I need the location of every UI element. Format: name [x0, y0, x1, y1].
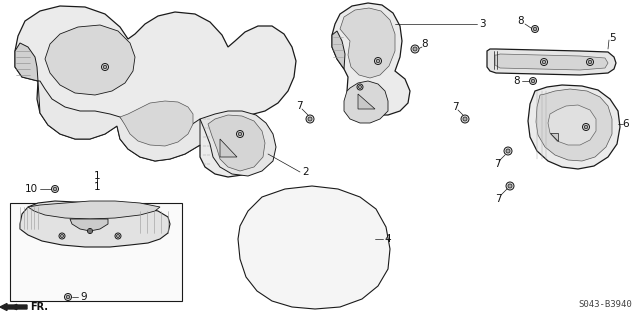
Polygon shape: [120, 101, 193, 146]
Polygon shape: [220, 139, 237, 157]
Circle shape: [116, 234, 120, 238]
Polygon shape: [340, 8, 395, 78]
Circle shape: [51, 186, 58, 192]
Text: 10: 10: [25, 184, 38, 194]
Text: 6: 6: [623, 119, 629, 129]
Text: FR.: FR.: [30, 302, 48, 312]
Circle shape: [89, 230, 92, 232]
Circle shape: [308, 117, 312, 121]
Polygon shape: [200, 111, 276, 176]
Circle shape: [461, 115, 469, 123]
Circle shape: [374, 57, 381, 64]
Circle shape: [237, 130, 243, 137]
Circle shape: [115, 233, 121, 239]
Text: 1: 1: [93, 182, 100, 192]
Circle shape: [584, 125, 588, 129]
Circle shape: [59, 233, 65, 239]
Text: 2: 2: [303, 167, 309, 177]
Polygon shape: [487, 49, 616, 75]
Text: 8: 8: [422, 39, 428, 49]
Polygon shape: [15, 6, 296, 177]
Text: 7: 7: [495, 194, 501, 204]
Circle shape: [529, 78, 536, 85]
Circle shape: [582, 123, 589, 130]
Circle shape: [306, 115, 314, 123]
Circle shape: [533, 27, 537, 31]
Polygon shape: [20, 201, 170, 247]
Circle shape: [53, 187, 57, 191]
Text: 5: 5: [609, 33, 615, 43]
Circle shape: [102, 63, 109, 70]
Text: 8: 8: [518, 16, 524, 26]
Circle shape: [413, 47, 417, 51]
Text: 7: 7: [493, 159, 500, 169]
Polygon shape: [45, 25, 135, 95]
Circle shape: [411, 45, 419, 53]
Polygon shape: [332, 31, 345, 69]
FancyArrow shape: [0, 303, 27, 310]
Circle shape: [67, 295, 70, 299]
Circle shape: [463, 117, 467, 121]
Circle shape: [506, 149, 510, 153]
Polygon shape: [550, 133, 558, 141]
Polygon shape: [28, 201, 160, 219]
Polygon shape: [536, 89, 612, 161]
Circle shape: [506, 182, 514, 190]
Polygon shape: [528, 85, 620, 169]
Circle shape: [588, 60, 592, 64]
Text: 3: 3: [479, 19, 485, 29]
Circle shape: [103, 65, 107, 69]
Circle shape: [531, 79, 535, 83]
Circle shape: [531, 26, 538, 33]
Text: 8: 8: [513, 76, 520, 86]
Polygon shape: [38, 81, 200, 161]
Polygon shape: [238, 186, 390, 309]
Polygon shape: [344, 81, 388, 123]
Circle shape: [88, 228, 93, 234]
Circle shape: [65, 293, 72, 300]
Circle shape: [508, 184, 512, 188]
Polygon shape: [15, 43, 38, 81]
Text: S043-B3940: S043-B3940: [579, 300, 632, 309]
Text: 9: 9: [80, 292, 86, 302]
Circle shape: [541, 58, 547, 65]
Circle shape: [376, 59, 380, 63]
Circle shape: [357, 84, 363, 90]
Polygon shape: [70, 219, 108, 231]
Circle shape: [542, 60, 546, 64]
Polygon shape: [495, 54, 608, 70]
Polygon shape: [548, 105, 596, 145]
Bar: [10, 203, 182, 301]
Circle shape: [358, 85, 362, 88]
Text: 7: 7: [296, 101, 302, 111]
Polygon shape: [332, 3, 410, 115]
Circle shape: [61, 234, 63, 238]
Polygon shape: [358, 94, 375, 109]
Circle shape: [504, 147, 512, 155]
Text: 1: 1: [93, 171, 100, 181]
Polygon shape: [208, 115, 265, 171]
Circle shape: [586, 58, 593, 65]
Text: 4: 4: [385, 234, 391, 244]
Text: 7: 7: [452, 102, 458, 112]
Circle shape: [238, 132, 242, 136]
